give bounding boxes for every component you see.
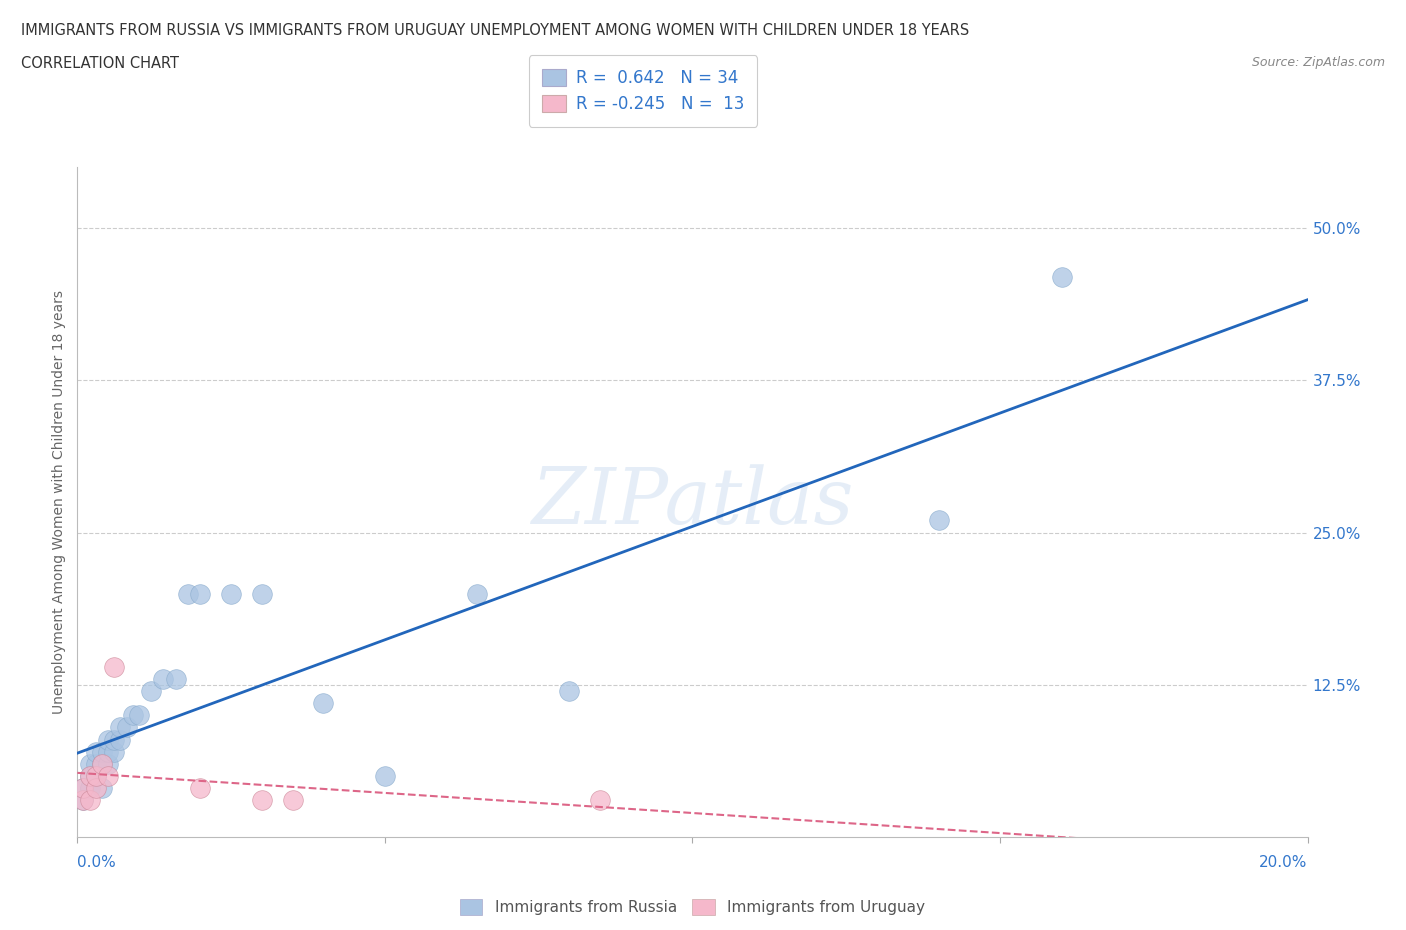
Text: IMMIGRANTS FROM RUSSIA VS IMMIGRANTS FROM URUGUAY UNEMPLOYMENT AMONG WOMEN WITH : IMMIGRANTS FROM RUSSIA VS IMMIGRANTS FRO… xyxy=(21,23,969,38)
Point xyxy=(115,720,138,735)
Text: 20.0%: 20.0% xyxy=(1260,855,1308,870)
Point xyxy=(90,756,114,771)
Point xyxy=(188,781,212,796)
Point xyxy=(97,732,120,747)
Point xyxy=(465,586,488,601)
Point xyxy=(110,732,132,747)
Point xyxy=(90,744,114,759)
Point xyxy=(97,769,120,784)
Text: CORRELATION CHART: CORRELATION CHART xyxy=(21,56,179,71)
Point xyxy=(928,513,950,528)
Text: Source: ZipAtlas.com: Source: ZipAtlas.com xyxy=(1251,56,1385,69)
Point xyxy=(177,586,200,601)
Point xyxy=(79,781,101,796)
Point xyxy=(72,781,94,796)
Point xyxy=(312,696,335,711)
Legend: Immigrants from Russia, Immigrants from Uruguay: Immigrants from Russia, Immigrants from … xyxy=(451,892,934,923)
Point xyxy=(103,659,125,674)
Point xyxy=(103,744,125,759)
Point xyxy=(219,586,242,601)
Point xyxy=(72,793,94,808)
Point xyxy=(165,671,187,686)
Point xyxy=(250,586,273,601)
Point xyxy=(128,708,150,723)
Point xyxy=(121,708,143,723)
Point xyxy=(79,769,101,784)
Point xyxy=(1050,270,1073,285)
Point xyxy=(103,732,125,747)
Point xyxy=(84,744,107,759)
Point xyxy=(97,744,120,759)
Point xyxy=(110,720,132,735)
Text: 0.0%: 0.0% xyxy=(77,855,117,870)
Point xyxy=(589,793,612,808)
Point xyxy=(84,781,107,796)
Point xyxy=(79,793,101,808)
Point xyxy=(250,793,273,808)
Point xyxy=(72,781,94,796)
Point xyxy=(72,793,94,808)
Point xyxy=(141,684,163,698)
Point xyxy=(84,769,107,784)
Text: ZIPatlas: ZIPatlas xyxy=(531,464,853,540)
Point xyxy=(79,756,101,771)
Point xyxy=(558,684,581,698)
Point xyxy=(84,769,107,784)
Point xyxy=(188,586,212,601)
Y-axis label: Unemployment Among Women with Children Under 18 years: Unemployment Among Women with Children U… xyxy=(52,290,66,714)
Point xyxy=(90,756,114,771)
Point xyxy=(84,756,107,771)
Point xyxy=(79,769,101,784)
Point xyxy=(97,756,120,771)
Point xyxy=(281,793,304,808)
Point xyxy=(90,781,114,796)
Point xyxy=(374,769,396,784)
Point xyxy=(152,671,174,686)
